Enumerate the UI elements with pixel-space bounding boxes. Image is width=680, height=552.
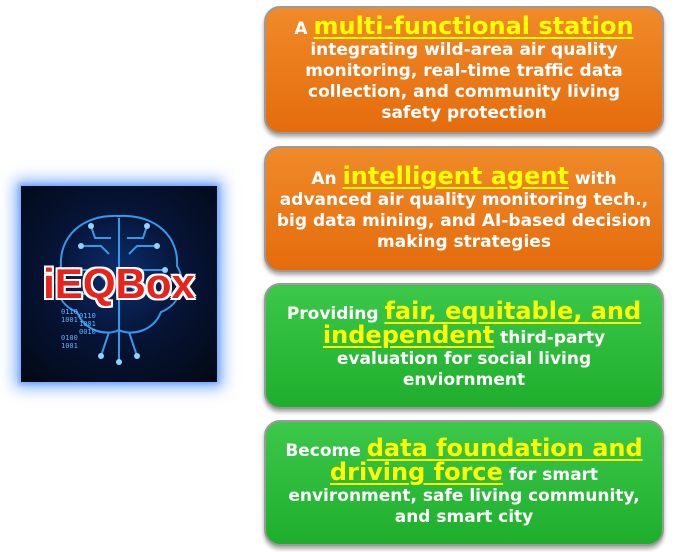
box-highlight: intelligent agent [342, 161, 569, 190]
binary-line: 1001 [79, 320, 96, 328]
feature-box-foundation: Become data foundation and driving force… [264, 420, 664, 546]
box-lead: Providing [286, 304, 385, 324]
binary-line: 1001 [61, 316, 78, 324]
box-lead: Become [285, 441, 367, 461]
binary-line: 1001 [61, 342, 78, 350]
feature-box-evaluation: Providing fair, equitable, and independe… [264, 283, 664, 409]
binary-line: 0010 [79, 328, 96, 336]
box-text: integrating wild-area air quality monito… [305, 40, 623, 123]
box-highlight: multi-functional station [313, 12, 634, 40]
ieqbox-logo: 0110 1001 0110 1001 0010 0100 1001 iEQBo… [21, 186, 217, 382]
box-lead: An [311, 168, 343, 189]
box-lead: A [294, 19, 314, 39]
box-highlight: fair, equitable, and independent [322, 297, 642, 349]
binary-line: 0110 [61, 308, 78, 316]
circuit-brain-icon: 0110 1001 0110 1001 0010 0100 1001 [55, 214, 183, 365]
box-highlight: data foundation and driving force [329, 434, 643, 486]
logo-text: iEQBox [43, 260, 195, 307]
box-text: third-party evaluation for social living… [336, 328, 606, 390]
feature-box-agent: An intelligent agent with advanced air q… [264, 146, 664, 272]
binary-line: 0110 [79, 312, 96, 320]
binary-line: 0100 [61, 334, 78, 342]
box-text: with advanced air quality monitoring tec… [276, 168, 652, 252]
box-text: for smart environment, safe living commu… [288, 465, 640, 527]
feature-box-station: A multi-functional station integrating w… [264, 6, 664, 134]
